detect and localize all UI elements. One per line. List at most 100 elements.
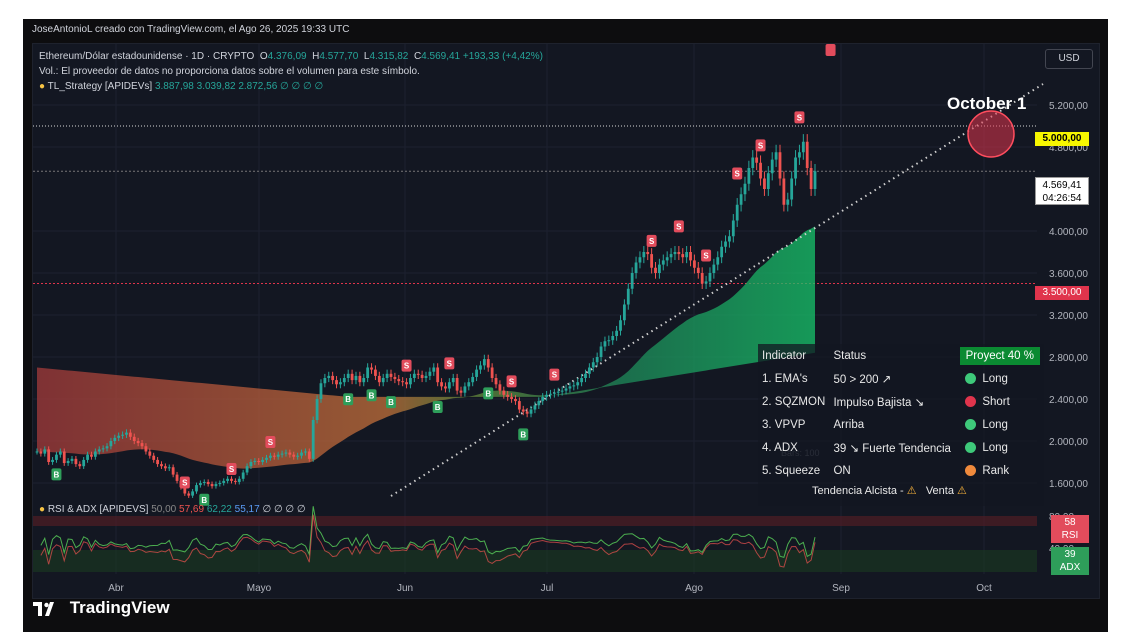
short-signal-badge bbox=[701, 249, 712, 262]
candle-body bbox=[650, 254, 654, 268]
candle-body bbox=[389, 373, 393, 377]
tradingview-footer[interactable]: TradingView bbox=[33, 598, 170, 618]
short-signal-label: S bbox=[182, 478, 188, 487]
candle-body bbox=[475, 369, 478, 377]
candle-body bbox=[163, 466, 167, 469]
candle-body bbox=[704, 281, 708, 284]
candle-body bbox=[634, 262, 638, 273]
short-signal-label: S bbox=[404, 362, 410, 371]
candle-body bbox=[541, 396, 545, 402]
candle-body bbox=[198, 483, 202, 486]
candle-body bbox=[191, 491, 194, 496]
candle-body bbox=[603, 341, 607, 347]
short-signal-badge bbox=[755, 139, 766, 152]
price-chart-svg[interactable]: 5.200,00 4.800,00 4.000,00 3.600,00 3.200,00… bbox=[33, 44, 1099, 598]
rsi-overbought-band bbox=[33, 516, 1037, 526]
candle-body bbox=[514, 399, 517, 402]
candle-body bbox=[339, 382, 342, 385]
candle-body bbox=[276, 454, 280, 457]
symbol-legend[interactable]: Ethereum/Dólar estadounidense · 1D · CRY… bbox=[39, 51, 543, 62]
candle-body bbox=[97, 449, 101, 452]
strategy-legend[interactable]: ● TL_Strategy [APIDEVs] 3.887,98 3.039,8… bbox=[39, 81, 323, 92]
candle-body bbox=[564, 388, 568, 391]
candle-body bbox=[420, 374, 424, 378]
candle-body bbox=[66, 460, 70, 464]
candle-body bbox=[245, 466, 249, 473]
candle-body bbox=[552, 392, 556, 394]
candle-body bbox=[300, 452, 303, 456]
target-circle bbox=[967, 110, 1015, 158]
candle-body bbox=[700, 273, 704, 284]
volume-note: Vol.: El proveedor de datos no proporcio… bbox=[39, 66, 420, 77]
candle-body bbox=[763, 178, 766, 189]
strategy-values: 3.887,98 3.039,82 2.872,56 ∅ ∅ ∅ ∅ bbox=[154, 81, 324, 92]
panel-row-signal: Short bbox=[982, 395, 1010, 408]
candle-body bbox=[366, 367, 370, 378]
short-signal-label: S bbox=[703, 252, 709, 261]
candle-body bbox=[681, 254, 685, 258]
candle-body bbox=[374, 369, 377, 376]
long-signal-label: B bbox=[520, 430, 526, 439]
rsi-line bbox=[40, 506, 816, 559]
candle-body bbox=[311, 420, 315, 459]
short-signal-label: S bbox=[828, 44, 834, 46]
candle-body bbox=[619, 320, 622, 331]
candle-body bbox=[226, 478, 230, 481]
panel-header-indicator: Indicator bbox=[762, 349, 807, 362]
long-signal-label: B bbox=[201, 496, 207, 505]
rsi-legend[interactable]: ● RSI & ADX [APIDEVS] 50,00 57,69 62,22 … bbox=[39, 504, 306, 515]
candle-body bbox=[43, 449, 47, 454]
long-signal-badge bbox=[385, 396, 396, 409]
short-signal-label: S bbox=[552, 371, 558, 380]
candle-body bbox=[253, 460, 257, 462]
candle-body bbox=[801, 141, 805, 153]
short-signal-badge bbox=[265, 436, 276, 449]
panel-row-status: Impulso Bajista ↘ bbox=[833, 396, 925, 409]
candle-body bbox=[584, 373, 587, 378]
time-axis-label: Jul bbox=[541, 583, 554, 594]
candle-body bbox=[751, 157, 755, 168]
candle-body bbox=[346, 373, 350, 378]
candle-body bbox=[280, 453, 284, 455]
candle-body bbox=[117, 435, 121, 438]
candle-body bbox=[160, 464, 163, 467]
panel-row-name: 5. Squeeze bbox=[762, 464, 821, 477]
panel-row: 1. EMA's 50 > 200 ↗ Long bbox=[758, 367, 1044, 390]
candle-body bbox=[195, 485, 198, 492]
time-axis-label: Oct bbox=[976, 583, 992, 594]
warning-icon: ⚠ bbox=[906, 485, 917, 497]
candle-body bbox=[731, 220, 735, 237]
candle-body bbox=[615, 330, 619, 336]
candle-body bbox=[401, 381, 405, 383]
chart-canvas[interactable]: 5.200,00 4.800,00 4.000,00 3.600,00 3.200,00… bbox=[32, 43, 1100, 599]
candle-body bbox=[622, 304, 626, 321]
candle-body bbox=[766, 173, 770, 189]
candle-body bbox=[206, 481, 210, 485]
short-signal-badge bbox=[179, 476, 190, 489]
short-signal-label: S bbox=[447, 359, 453, 368]
candle-body bbox=[747, 168, 751, 184]
price-tick-label: 2.400,00 bbox=[1049, 395, 1088, 406]
candle-body bbox=[533, 405, 537, 410]
adx-value: 39 bbox=[1064, 549, 1076, 560]
adx-label: ADX bbox=[1059, 562, 1081, 573]
candle-body bbox=[782, 178, 786, 205]
short-signal-badge bbox=[506, 375, 517, 388]
panel-row: 3. VPVP Arriba Long bbox=[758, 413, 1044, 436]
candle-body bbox=[121, 434, 124, 436]
candle-body bbox=[370, 367, 373, 370]
long-signal-label: B bbox=[388, 398, 394, 407]
short-signal-label: S bbox=[676, 222, 682, 231]
candle-body bbox=[35, 451, 39, 453]
candle-body bbox=[447, 382, 451, 389]
candle-body bbox=[759, 162, 762, 179]
short-signal-label: S bbox=[229, 465, 235, 474]
candle-body bbox=[685, 252, 689, 258]
candle-body bbox=[716, 257, 720, 265]
currency-button[interactable]: USD bbox=[1045, 49, 1093, 69]
candle-body bbox=[132, 436, 136, 441]
candle-body bbox=[728, 236, 731, 242]
candle-body bbox=[809, 168, 813, 189]
long-signal-label: B bbox=[54, 470, 60, 479]
panel-row-name: 4. ADX bbox=[762, 441, 798, 454]
